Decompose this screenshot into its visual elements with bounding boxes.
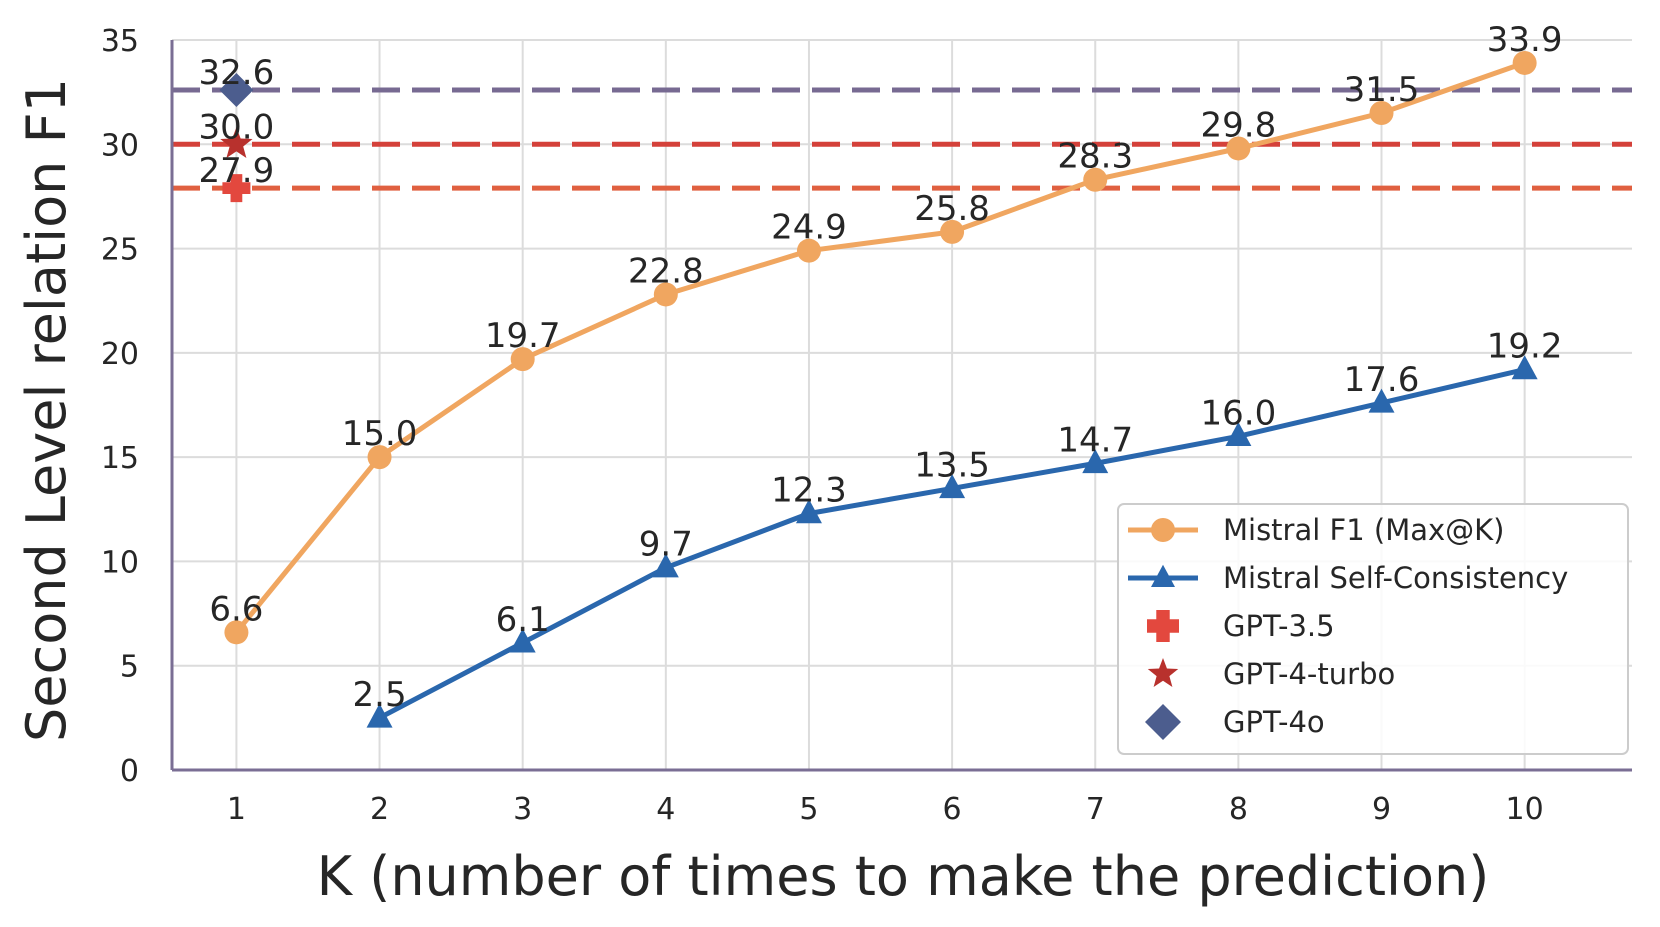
data-label: 22.8	[628, 251, 704, 291]
data-point	[940, 219, 965, 244]
data-label: 30.0	[199, 107, 275, 147]
tick-labels: 1 2 3 4 5 6 7 8 9 10 0 5 10 15 20 25 30 35	[101, 24, 1544, 827]
x-tick-label: 10	[1506, 792, 1544, 827]
legend-label: GPT-3.5	[1223, 609, 1335, 643]
x-axis-title: K (number of times to make the predictio…	[317, 845, 1490, 908]
legend-label: Mistral F1 (Max@K)	[1223, 513, 1504, 547]
reference-points	[219, 73, 254, 203]
series-line	[234, 60, 1526, 634]
legend-label: GPT-4o	[1223, 705, 1325, 739]
x-tick-label: 3	[513, 792, 532, 827]
x-tick-label: 4	[656, 792, 675, 827]
y-axis-title: Second Level relation F1	[15, 78, 78, 742]
legend-label: GPT-4-turbo	[1223, 657, 1395, 691]
data-label: 19.2	[1487, 327, 1563, 367]
data-label: 6.6	[209, 589, 263, 629]
data-point	[510, 347, 535, 372]
data-label: 29.8	[1201, 105, 1277, 145]
data-label: 15.0	[342, 414, 418, 454]
data-point	[652, 553, 679, 578]
x-tick-label: 9	[1372, 792, 1391, 827]
data-point	[939, 474, 966, 499]
reference-point	[220, 127, 253, 159]
y-tick-label: 30	[101, 128, 139, 163]
data-label: 33.9	[1487, 20, 1563, 60]
data-label: 13.5	[914, 445, 990, 485]
data-point	[366, 703, 393, 728]
data-labels: 6.6 15.0 19.7 22.8 24.9 25.8 28.3 29.8 31.5 33.9 2…	[199, 20, 1563, 715]
legend-entry: GPT-4o	[1145, 704, 1325, 740]
legend-marker	[1151, 564, 1175, 587]
x-tick-label: 5	[799, 792, 818, 827]
data-point	[1226, 136, 1251, 161]
data-label: 25.8	[914, 189, 990, 229]
y-tick-label: 35	[101, 24, 139, 59]
data-label: 31.5	[1344, 70, 1420, 110]
legend-entry: GPT-4-turbo	[1147, 657, 1395, 691]
data-label: 17.6	[1344, 360, 1420, 400]
data-label: 24.9	[771, 208, 847, 248]
legend: Mistral F1 (Max@K) Mistral Self-Consisten…	[1117, 503, 1629, 755]
reference-lines	[172, 87, 1632, 191]
y-tick-label: 25	[101, 233, 139, 268]
series	[224, 50, 1538, 728]
data-label: 19.7	[485, 316, 561, 356]
y-tick-label: 10	[101, 545, 139, 580]
data-point	[367, 445, 392, 470]
data-label: 28.3	[1057, 137, 1133, 177]
data-point	[1512, 50, 1537, 75]
legend-label: Mistral Self-Consistency	[1223, 561, 1568, 595]
x-tick-label: 7	[1086, 792, 1105, 827]
data-label: 6.1	[496, 600, 550, 640]
data-point	[795, 499, 822, 524]
data-point	[653, 282, 678, 307]
legend-entry: Mistral Self-Consistency	[1128, 561, 1568, 595]
legend-marker	[1147, 610, 1179, 642]
legend-marker	[1145, 704, 1181, 740]
legend-marker	[1147, 658, 1179, 687]
x-tick-label: 8	[1229, 792, 1248, 827]
y-tick-label: 20	[101, 337, 139, 372]
data-point	[796, 238, 821, 263]
data-point	[1225, 421, 1252, 447]
data-point	[224, 620, 249, 645]
y-tick-label: 5	[120, 650, 139, 685]
data-label: 16.0	[1201, 393, 1277, 433]
legend-entry: Mistral F1 (Max@K)	[1128, 513, 1504, 547]
data-point	[509, 628, 536, 653]
legend-frame	[1117, 503, 1629, 755]
reference-point	[219, 73, 254, 108]
data-point	[1511, 355, 1538, 380]
axes	[170, 40, 1632, 772]
x-tick-label: 1	[227, 792, 246, 827]
legend-entry: GPT-3.5	[1147, 609, 1335, 643]
data-point	[1368, 388, 1395, 413]
data-label: 12.3	[771, 470, 847, 510]
legend-marker	[1151, 518, 1175, 542]
x-tick-label: 2	[370, 792, 389, 827]
data-point	[1082, 449, 1109, 474]
data-label: 2.5	[353, 675, 407, 715]
data-label: 9.7	[639, 525, 693, 565]
y-tick-label: 0	[120, 754, 139, 789]
data-label: 14.7	[1057, 420, 1133, 460]
data-label: 32.6	[199, 53, 275, 93]
data-label: 27.9	[199, 151, 275, 191]
x-tick-label: 6	[943, 792, 962, 827]
data-point	[1369, 101, 1394, 125]
data-point	[1083, 167, 1108, 192]
y-tick-label: 15	[101, 441, 139, 476]
reference-point	[222, 174, 251, 203]
